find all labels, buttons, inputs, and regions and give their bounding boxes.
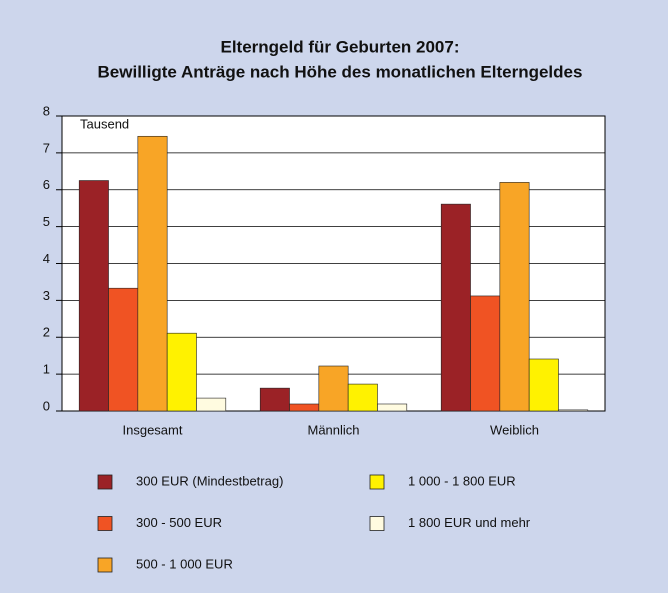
bar [318, 365, 349, 412]
bar [499, 182, 530, 412]
legend-label: 1 800 EUR und mehr [408, 515, 531, 530]
bar [558, 409, 589, 412]
chart-title: Elterngeld für Geburten 2007: [221, 37, 460, 56]
bar [196, 397, 227, 412]
bar [108, 287, 139, 412]
legend-swatch [97, 516, 113, 531]
y-tick-label: 4 [43, 251, 50, 266]
y-tick-label: 3 [43, 288, 50, 303]
y-tick-label: 2 [43, 325, 50, 340]
bar [137, 135, 168, 412]
bar [440, 203, 471, 412]
y-tick-label: 5 [43, 214, 50, 229]
bar [166, 332, 197, 412]
y-tick-label: 1 [43, 362, 50, 377]
bar [259, 387, 290, 412]
bar [377, 403, 408, 412]
legend-swatch [97, 474, 113, 490]
x-tick-label: Männlich [307, 422, 359, 437]
y-tick-label: 7 [43, 140, 50, 155]
bar [78, 180, 109, 412]
legend-swatch [369, 474, 385, 490]
y-axis-label: Tausend [80, 116, 129, 131]
x-tick-label: Weiblich [490, 422, 539, 437]
legend-label: 300 EUR (Mindestbetrag) [136, 473, 283, 488]
bar [470, 295, 501, 412]
legend-label: 1 000 - 1 800 EUR [408, 473, 516, 488]
bar [528, 358, 559, 412]
chart-subtitle: Bewilligte Anträge nach Höhe des monatli… [98, 62, 583, 81]
bar [347, 383, 378, 412]
legend-label: 500 - 1 000 EUR [136, 556, 233, 571]
y-tick-label: 8 [43, 103, 50, 118]
y-tick-label: 0 [43, 398, 50, 413]
y-tick-label: 6 [43, 177, 50, 192]
x-tick-label: Insgesamt [123, 422, 183, 437]
legend-label: 300 - 500 EUR [136, 515, 222, 530]
bar [289, 403, 320, 412]
legend-swatch [369, 516, 385, 531]
legend-swatch [97, 557, 113, 573]
